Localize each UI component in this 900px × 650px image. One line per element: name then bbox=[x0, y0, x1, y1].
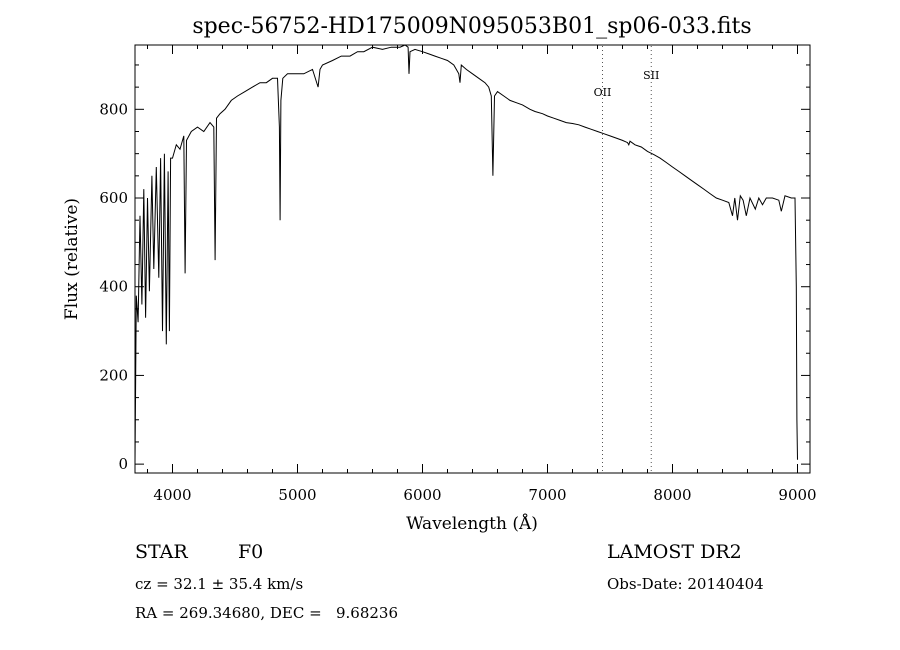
annotation-label: OII bbox=[594, 86, 612, 99]
obs-date: Obs-Date: 20140404 bbox=[607, 575, 764, 593]
x-tick-label: 4000 bbox=[153, 486, 191, 504]
axis-ticks: 4000 5000 6000 7000 8000 9000 0 200 400 600 800 bbox=[99, 45, 817, 504]
x-tick-label: 5000 bbox=[278, 486, 316, 504]
subclass: F0 bbox=[238, 541, 264, 563]
x-tick-label: 7000 bbox=[528, 486, 566, 504]
x-tick-label: 9000 bbox=[778, 486, 816, 504]
y-axis-label: Flux (relative) bbox=[62, 198, 82, 320]
plot-frame bbox=[134, 44, 811, 474]
x-tick-label: 8000 bbox=[653, 486, 691, 504]
line-annotations: OII SII bbox=[594, 46, 659, 472]
spectrum-line bbox=[134, 44, 798, 465]
y-tick-label: 600 bbox=[99, 189, 128, 207]
y-tick-label: 400 bbox=[99, 278, 128, 296]
y-tick-label: 200 bbox=[99, 366, 128, 384]
x-axis-label: Wavelength (Å) bbox=[406, 513, 538, 534]
x-tick-label: 6000 bbox=[403, 486, 441, 504]
coordinates: RA = 269.34680, DEC = 9.68236 bbox=[135, 604, 399, 622]
y-tick-label: 800 bbox=[99, 100, 128, 118]
y-tick-label: 0 bbox=[118, 455, 128, 473]
object-type: STAR bbox=[135, 541, 188, 563]
chart-title: spec-56752-HD175009N095053B01_sp06-033.f… bbox=[192, 14, 751, 39]
velocity-readout: cz = 32.1 ± 35.4 km/s bbox=[135, 575, 304, 593]
survey-name: LAMOST DR2 bbox=[607, 541, 742, 563]
annotation-label: SII bbox=[643, 69, 659, 82]
